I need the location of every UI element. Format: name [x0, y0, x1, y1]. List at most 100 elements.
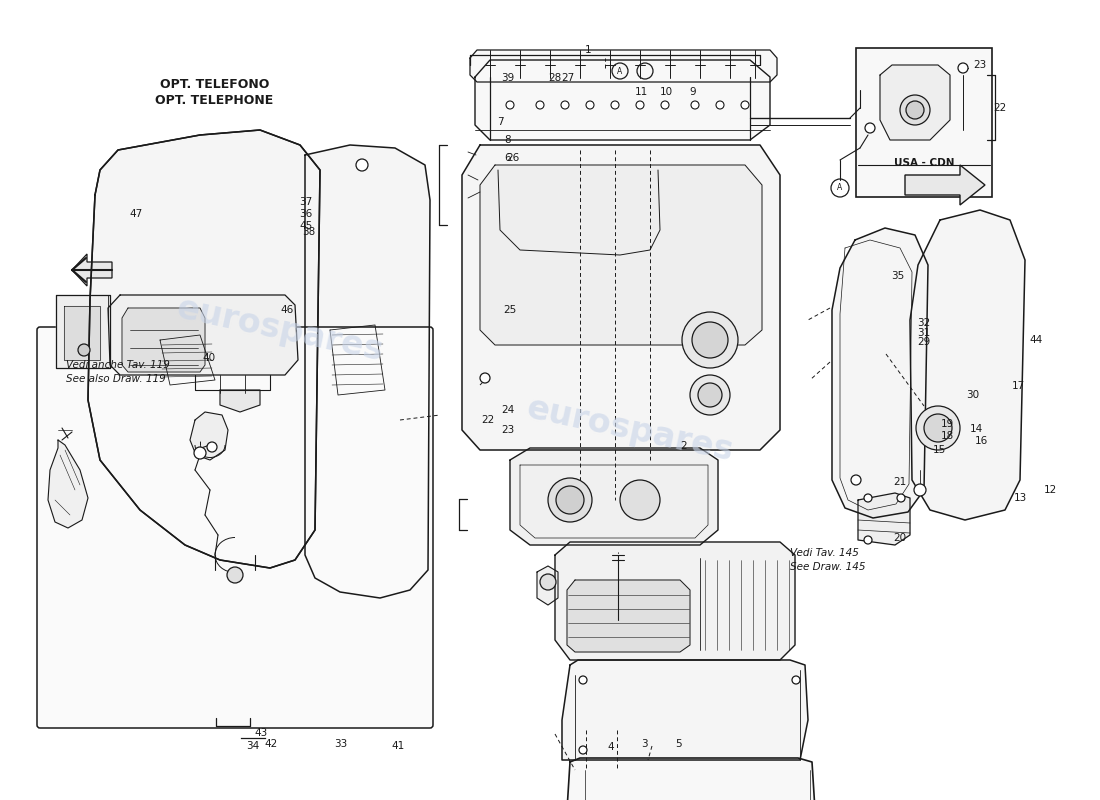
Text: 19: 19 [940, 419, 954, 429]
Circle shape [924, 414, 952, 442]
Circle shape [207, 442, 217, 452]
Circle shape [692, 322, 728, 358]
Text: A: A [617, 66, 623, 75]
Text: 41: 41 [392, 741, 405, 750]
Circle shape [864, 536, 872, 544]
Circle shape [691, 101, 698, 109]
Circle shape [900, 95, 930, 125]
Circle shape [586, 101, 594, 109]
Text: 39: 39 [502, 74, 515, 83]
Text: 46: 46 [280, 306, 294, 315]
Text: 30: 30 [966, 390, 979, 400]
Text: 24: 24 [502, 405, 515, 414]
Polygon shape [910, 210, 1025, 520]
Circle shape [661, 101, 669, 109]
Circle shape [865, 123, 874, 133]
Text: 9: 9 [690, 87, 696, 97]
Circle shape [620, 480, 660, 520]
Text: 45: 45 [299, 222, 312, 231]
Text: 12: 12 [1044, 485, 1057, 494]
Text: USA - CDN: USA - CDN [893, 158, 955, 168]
Circle shape [916, 406, 960, 450]
Circle shape [914, 484, 926, 496]
Polygon shape [562, 660, 808, 760]
Text: 22: 22 [993, 103, 1007, 113]
Circle shape [227, 567, 243, 583]
Text: 31: 31 [917, 328, 931, 338]
Text: 47: 47 [130, 210, 143, 219]
Text: 35: 35 [891, 271, 904, 281]
Text: 8: 8 [504, 135, 510, 145]
Text: 25: 25 [504, 306, 517, 315]
Text: 10: 10 [660, 87, 673, 97]
Text: 37: 37 [299, 197, 312, 206]
Circle shape [906, 101, 924, 119]
Polygon shape [470, 50, 777, 82]
Circle shape [194, 447, 206, 459]
Circle shape [792, 676, 800, 684]
Text: 20: 20 [893, 533, 906, 542]
Polygon shape [220, 390, 260, 412]
Text: 22: 22 [482, 415, 495, 425]
Circle shape [851, 475, 861, 485]
Circle shape [78, 344, 90, 356]
Text: 15: 15 [933, 445, 946, 454]
Text: 23: 23 [502, 426, 515, 435]
Polygon shape [475, 60, 770, 140]
Text: Vedi Tav. 145
See Draw. 145: Vedi Tav. 145 See Draw. 145 [790, 549, 866, 571]
Circle shape [741, 101, 749, 109]
Text: eurospares: eurospares [174, 292, 386, 368]
Circle shape [506, 101, 514, 109]
Polygon shape [48, 440, 88, 528]
Text: 5: 5 [675, 739, 682, 749]
Polygon shape [858, 493, 910, 545]
Text: OPT. TELEFONO
OPT. TELEPHONE: OPT. TELEFONO OPT. TELEPHONE [155, 78, 274, 106]
Text: 1: 1 [585, 45, 592, 54]
Polygon shape [122, 308, 205, 372]
Circle shape [682, 312, 738, 368]
Polygon shape [160, 335, 215, 385]
Circle shape [610, 101, 619, 109]
Polygon shape [462, 145, 780, 450]
Text: 4: 4 [607, 742, 614, 752]
Circle shape [556, 486, 584, 514]
Text: 3: 3 [641, 739, 648, 749]
Text: 42: 42 [264, 739, 277, 749]
Text: 18: 18 [940, 431, 954, 441]
Text: 43: 43 [254, 728, 267, 738]
Text: eurospares: eurospares [524, 392, 737, 468]
FancyBboxPatch shape [37, 327, 433, 728]
Polygon shape [305, 145, 430, 598]
Polygon shape [566, 580, 690, 652]
Circle shape [636, 101, 644, 109]
Text: 27: 27 [561, 74, 574, 83]
Text: 38: 38 [302, 227, 316, 237]
Text: 29: 29 [917, 338, 931, 347]
Text: 36: 36 [299, 210, 312, 219]
Polygon shape [537, 566, 558, 605]
Polygon shape [88, 130, 320, 568]
Circle shape [540, 574, 556, 590]
Circle shape [690, 375, 730, 415]
Polygon shape [566, 758, 815, 800]
FancyBboxPatch shape [856, 48, 992, 197]
Polygon shape [880, 65, 950, 140]
Polygon shape [480, 165, 762, 345]
Polygon shape [108, 295, 298, 375]
Text: 2: 2 [680, 442, 686, 451]
Text: 28: 28 [548, 74, 561, 83]
Polygon shape [56, 295, 110, 368]
Text: 11: 11 [635, 87, 648, 97]
Text: 21: 21 [893, 477, 906, 486]
Text: 13: 13 [1014, 493, 1027, 502]
Text: 16: 16 [975, 436, 988, 446]
Circle shape [356, 159, 369, 171]
Text: 7: 7 [497, 117, 504, 126]
Polygon shape [510, 448, 718, 545]
Polygon shape [64, 306, 100, 360]
Text: 23: 23 [974, 60, 987, 70]
Circle shape [579, 746, 587, 754]
Polygon shape [556, 542, 795, 660]
Polygon shape [832, 228, 928, 518]
Text: 44: 44 [1030, 335, 1043, 345]
